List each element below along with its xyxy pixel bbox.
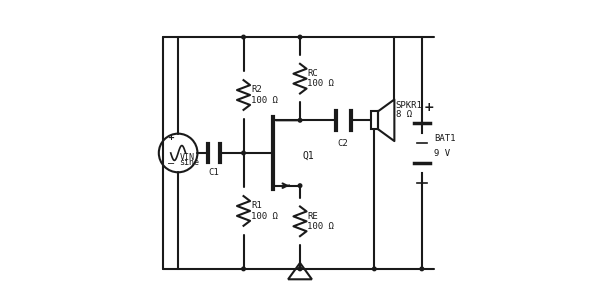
Circle shape: [420, 267, 424, 271]
Text: Q1: Q1: [303, 151, 315, 161]
Text: +: +: [424, 101, 434, 114]
Bar: [371, 111, 378, 129]
Circle shape: [298, 118, 302, 122]
Text: VIN: VIN: [179, 153, 194, 162]
Circle shape: [298, 267, 302, 271]
Text: C1: C1: [208, 168, 219, 177]
Text: RC
100 Ω: RC 100 Ω: [307, 69, 334, 88]
Circle shape: [242, 35, 245, 39]
Circle shape: [298, 35, 302, 39]
Text: SPKR1: SPKR1: [396, 101, 423, 110]
Text: BAT1: BAT1: [434, 134, 455, 143]
Text: RE
100 Ω: RE 100 Ω: [307, 212, 334, 231]
Circle shape: [242, 267, 245, 271]
Text: −: −: [167, 159, 175, 169]
Text: R1
100 Ω: R1 100 Ω: [251, 201, 278, 220]
Circle shape: [242, 151, 245, 155]
Text: sine: sine: [179, 158, 200, 167]
Text: C2: C2: [338, 139, 349, 148]
Text: 9 V: 9 V: [434, 149, 450, 158]
Circle shape: [373, 267, 376, 271]
Text: 8 Ω: 8 Ω: [396, 110, 412, 119]
Text: R2
100 Ω: R2 100 Ω: [251, 85, 278, 105]
Text: +: +: [167, 134, 174, 142]
Circle shape: [298, 184, 302, 188]
